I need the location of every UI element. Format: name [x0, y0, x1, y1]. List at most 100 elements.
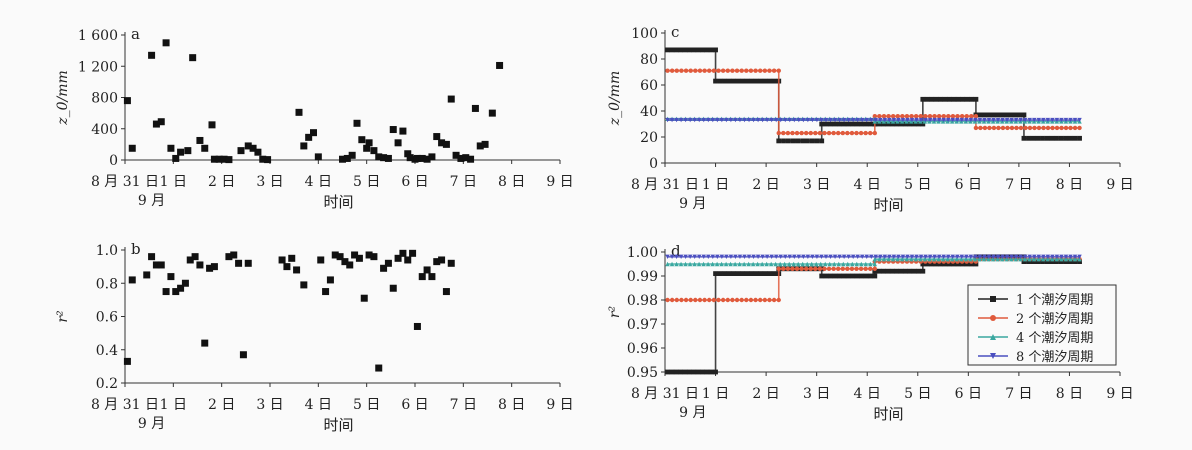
series-marker	[1022, 257, 1028, 262]
y-tick-label: 60	[640, 78, 658, 94]
series-marker	[773, 117, 779, 123]
series-marker	[760, 117, 765, 123]
data-point	[438, 256, 446, 264]
series-marker	[954, 257, 959, 262]
series-marker	[767, 78, 773, 84]
series-marker	[755, 117, 761, 123]
series-marker	[814, 117, 820, 123]
series-marker	[872, 261, 878, 267]
series-marker	[982, 254, 987, 259]
series-marker	[840, 266, 845, 271]
series-marker	[1008, 112, 1014, 118]
series-marker	[686, 47, 692, 53]
series-marker	[692, 254, 697, 259]
series-marker	[1045, 125, 1051, 131]
data-point	[481, 140, 489, 148]
y-tick-label: 1.0	[96, 243, 118, 259]
data-point	[380, 154, 388, 162]
series-marker	[855, 254, 860, 259]
series-marker	[701, 117, 706, 123]
series-marker	[864, 254, 869, 259]
data-point	[157, 118, 165, 126]
data-point	[177, 284, 185, 292]
series-marker	[814, 138, 820, 144]
series-marker	[845, 261, 850, 267]
series-marker	[813, 130, 818, 136]
series-marker	[1027, 117, 1032, 123]
series-marker	[682, 369, 688, 375]
series-marker	[817, 266, 823, 271]
series-marker	[986, 112, 992, 118]
series-marker	[819, 121, 825, 127]
series-marker	[977, 117, 983, 123]
x-axis-title: 时间	[873, 405, 903, 423]
series-marker	[938, 261, 943, 267]
series-marker	[808, 130, 813, 136]
series-marker	[753, 297, 758, 303]
series-marker	[920, 261, 926, 267]
series-marker	[1045, 254, 1051, 259]
series-marker	[826, 130, 832, 136]
series-marker	[1054, 257, 1060, 262]
data-point	[413, 154, 421, 162]
series-marker	[769, 254, 774, 259]
series-marker	[896, 117, 901, 123]
series-marker	[854, 121, 860, 127]
series-marker	[678, 369, 684, 375]
series-marker	[1040, 259, 1045, 264]
series-marker	[702, 297, 707, 303]
series-marker	[771, 271, 777, 276]
series-marker	[669, 68, 675, 73]
data-point	[380, 264, 388, 272]
legend-label: 8 个潮汐周期	[1016, 349, 1093, 365]
series-marker	[927, 114, 933, 119]
series-marker	[902, 268, 908, 274]
series-marker	[936, 257, 941, 262]
series-marker	[881, 257, 887, 262]
x-tick-label: 2 日	[752, 177, 779, 193]
series-marker	[776, 297, 781, 303]
series-marker	[791, 261, 796, 267]
series-marker	[1018, 254, 1023, 259]
data-point	[191, 253, 199, 261]
legend: 1 个潮汐周期 2 个潮汐周期 4 个潮汐周期 8 个潮汐周期	[967, 284, 1117, 366]
series-marker	[715, 117, 720, 123]
series-marker	[845, 121, 851, 127]
data-point	[128, 144, 136, 152]
series-marker	[950, 254, 955, 259]
series-marker	[951, 261, 957, 267]
data-point	[447, 259, 455, 267]
series-marker	[693, 68, 698, 73]
series-marker	[1032, 254, 1037, 259]
series-marker	[810, 254, 815, 259]
series-marker	[819, 138, 825, 144]
data-point	[346, 261, 354, 269]
y-tick-label: 40	[640, 104, 658, 120]
series-marker	[781, 130, 786, 136]
data-point	[210, 155, 218, 163]
series-marker	[691, 47, 697, 53]
series-marker	[796, 117, 802, 123]
series-marker	[678, 117, 684, 123]
series-marker	[749, 271, 755, 276]
series-marker	[692, 261, 697, 267]
data-point	[206, 264, 214, 272]
series-marker	[687, 254, 693, 259]
y-tick-label: 1.00	[627, 245, 658, 261]
series-marker	[1077, 125, 1082, 131]
series-marker	[1072, 125, 1078, 131]
series-marker	[790, 266, 795, 271]
series-marker	[986, 117, 992, 123]
data-point	[244, 259, 252, 267]
series-marker	[1000, 257, 1005, 262]
series-marker	[1004, 254, 1010, 259]
series-marker	[949, 119, 955, 124]
series-marker	[982, 117, 987, 123]
y-axis-title: r²	[55, 310, 71, 323]
panel-label: b	[131, 240, 141, 258]
series-marker	[674, 68, 679, 73]
series-marker	[771, 68, 777, 73]
series-marker	[723, 261, 729, 267]
series-marker	[931, 119, 937, 124]
series-marker	[697, 68, 703, 73]
